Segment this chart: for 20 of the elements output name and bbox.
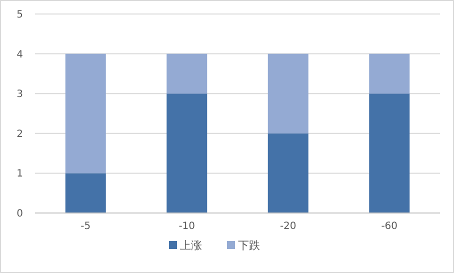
y-tick-label: 4 xyxy=(16,49,23,60)
bar xyxy=(65,54,106,174)
x-tick-label: -5 xyxy=(80,221,91,232)
bar xyxy=(268,54,308,134)
legend-label: 上涨 xyxy=(180,238,202,252)
x-tick-label: -20 xyxy=(280,221,296,232)
x-tick-label: -10 xyxy=(178,221,196,232)
bar xyxy=(268,133,308,213)
bar xyxy=(166,54,208,94)
x-tick-label: -60 xyxy=(381,221,398,232)
bar xyxy=(65,173,106,213)
bar xyxy=(369,54,410,94)
y-tick-label: 0 xyxy=(16,208,23,220)
bar xyxy=(369,94,410,213)
y-tick-label: 5 xyxy=(16,10,23,20)
legend-label: 下跌 xyxy=(238,238,260,252)
y-tick-label: 1 xyxy=(16,168,23,180)
y-tick-label: 3 xyxy=(16,89,23,100)
y-tick-label: 2 xyxy=(16,128,23,140)
bar xyxy=(166,94,208,213)
